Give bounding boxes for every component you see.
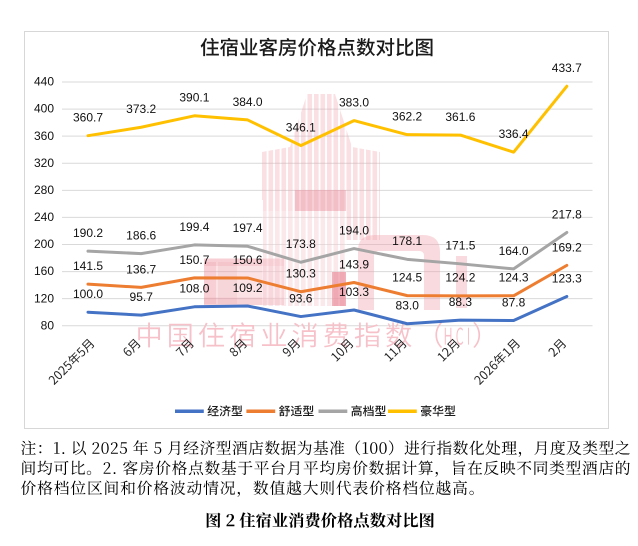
- svg-text:190.2: 190.2: [73, 226, 103, 240]
- svg-text:124.5: 124.5: [392, 271, 422, 285]
- svg-text:361.6: 361.6: [445, 110, 475, 124]
- svg-text:150.6: 150.6: [233, 253, 263, 267]
- svg-text:240: 240: [34, 210, 54, 224]
- svg-text:400: 400: [34, 102, 54, 116]
- svg-text:164.0: 164.0: [499, 244, 529, 258]
- svg-text:150.7: 150.7: [179, 253, 209, 267]
- svg-text:362.2: 362.2: [392, 110, 422, 124]
- svg-text:360.7: 360.7: [73, 111, 103, 125]
- svg-text:88.3: 88.3: [449, 295, 473, 309]
- svg-text:93.6: 93.6: [289, 292, 313, 306]
- svg-text:178.1: 178.1: [392, 234, 422, 248]
- svg-text:373.2: 373.2: [126, 102, 156, 116]
- svg-text:103.3: 103.3: [339, 285, 369, 299]
- svg-text:336.4: 336.4: [499, 127, 529, 141]
- svg-text:95.7: 95.7: [130, 290, 154, 304]
- svg-text:199.4: 199.4: [179, 220, 209, 234]
- svg-text:440: 440: [34, 75, 54, 89]
- svg-text:433.7: 433.7: [552, 61, 582, 75]
- svg-text:141.5: 141.5: [73, 259, 103, 273]
- svg-text:143.9: 143.9: [339, 257, 369, 271]
- svg-text:83.0: 83.0: [396, 299, 420, 313]
- svg-text:346.1: 346.1: [286, 121, 316, 135]
- svg-text:80: 80: [41, 318, 55, 332]
- svg-text:383.0: 383.0: [339, 96, 369, 110]
- svg-text:280: 280: [34, 183, 54, 197]
- svg-text:173.8: 173.8: [286, 237, 316, 251]
- svg-text:120: 120: [34, 291, 54, 305]
- svg-text:87.8: 87.8: [502, 295, 526, 309]
- svg-text:160: 160: [34, 264, 54, 278]
- svg-text:108.0: 108.0: [179, 282, 209, 296]
- svg-text:169.2: 169.2: [552, 240, 582, 254]
- svg-text:360: 360: [34, 129, 54, 143]
- svg-text:100.0: 100.0: [73, 287, 103, 301]
- svg-text:217.8: 217.8: [552, 207, 582, 221]
- svg-text:136.7: 136.7: [126, 262, 156, 276]
- svg-text:194.0: 194.0: [339, 224, 369, 238]
- svg-text:197.4: 197.4: [233, 221, 263, 235]
- svg-text:109.2: 109.2: [233, 281, 263, 295]
- svg-text:200: 200: [34, 237, 54, 251]
- svg-text:123.3: 123.3: [552, 271, 582, 285]
- svg-text:186.6: 186.6: [126, 229, 156, 243]
- svg-text:320: 320: [34, 156, 54, 170]
- svg-text:124.2: 124.2: [445, 271, 475, 285]
- svg-text:124.3: 124.3: [499, 271, 529, 285]
- svg-text:384.0: 384.0: [233, 95, 263, 109]
- svg-text:130.3: 130.3: [286, 267, 316, 281]
- svg-text:390.1: 390.1: [179, 91, 209, 105]
- svg-text:171.5: 171.5: [445, 239, 475, 253]
